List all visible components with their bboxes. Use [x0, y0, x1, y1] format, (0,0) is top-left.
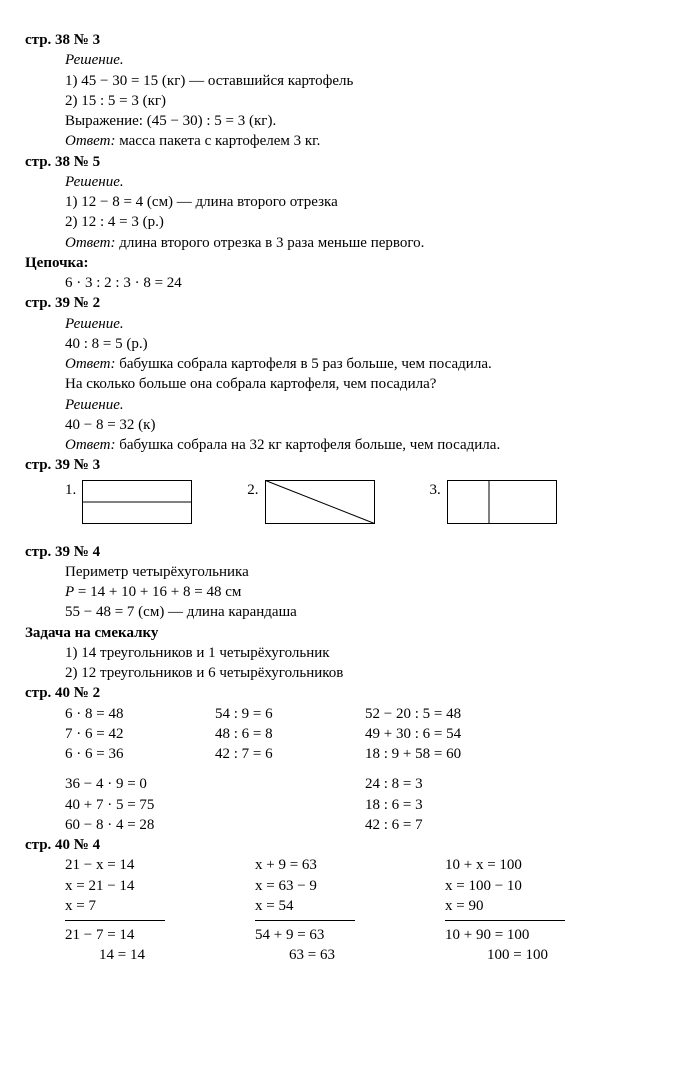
eq: 54 : 9 = 6 — [215, 704, 365, 724]
eq: 42 : 6 = 7 — [365, 815, 423, 835]
diagrams-row: 1. 2. 3. — [65, 480, 675, 524]
p38-5-answer: Ответ: длина второго отрезка в 3 раза ме… — [65, 233, 675, 253]
p40-4-eqs: 21 − x = 14 x = 21 − 14 x = 7 21 − 7 = 1… — [65, 855, 675, 965]
p38-3-line2: 2) 15 : 5 = 3 (кг) — [65, 91, 675, 111]
divider — [65, 920, 165, 921]
chain-line: 6 · 3 : 2 : 3 · 8 = 24 — [65, 273, 675, 293]
eq: 6 · 6 = 36 — [65, 744, 215, 764]
answer-label: Ответ: — [65, 235, 115, 251]
header-p40-4: стр. 40 № 4 — [25, 835, 675, 855]
eq: 100 = 100 — [445, 945, 595, 965]
p38-3-line1: 1) 45 − 30 = 15 (кг) — оставшийся картоф… — [65, 71, 675, 91]
header-p40-2: стр. 40 № 2 — [25, 683, 675, 703]
eq: 40 + 7 · 5 = 75 — [65, 795, 365, 815]
p40-2-block2: 36 − 4 · 9 = 0 40 + 7 · 5 = 75 60 − 8 · … — [65, 774, 675, 835]
p40-2-block1: 6 · 8 = 48 7 · 6 = 42 6 · 6 = 36 54 : 9 … — [65, 704, 675, 765]
eq: 21 − x = 14 — [65, 855, 255, 875]
answer-text: бабушка собрала картофеля в 5 раз больше… — [115, 356, 491, 372]
diagram-2: 2. — [247, 480, 374, 524]
rect-diagonal-icon — [265, 480, 375, 524]
header-p39-2: стр. 39 № 2 — [25, 293, 675, 313]
diagram-label-1: 1. — [65, 480, 76, 500]
smekalka-line1: 1) 14 треугольников и 1 четырёхугольник — [65, 643, 675, 663]
divider — [255, 920, 355, 921]
answer-text: длина второго отрезка в 3 раза меньше пе… — [115, 235, 424, 251]
eq: x = 100 − 10 — [445, 876, 595, 896]
p38-3-expr: Выражение: (45 − 30) : 5 = 3 (кг). — [65, 111, 675, 131]
eq: 52 − 20 : 5 = 48 — [365, 704, 525, 724]
solution-label: Решение. — [65, 172, 675, 192]
divider — [445, 920, 565, 921]
answer-label: Ответ: — [65, 437, 115, 453]
answer-text: масса пакета с картофелем 3 кг. — [115, 133, 320, 149]
p39-4-line3: 55 − 48 = 7 (см) — длина карандаша — [65, 602, 675, 622]
chain-label: Цепочка: — [25, 253, 675, 273]
diagram-3: 3. — [430, 480, 557, 524]
header-p39-4: стр. 39 № 4 — [25, 542, 675, 562]
eq: x = 63 − 9 — [255, 876, 445, 896]
eq: 36 − 4 · 9 = 0 — [65, 774, 365, 794]
eq: 18 : 6 = 3 — [365, 795, 423, 815]
eq: x = 54 — [255, 896, 445, 916]
rect-v-split-icon — [447, 480, 557, 524]
eq: 60 − 8 · 4 = 28 — [65, 815, 365, 835]
diagram-label-2: 2. — [247, 480, 258, 500]
solution-label: Решение. — [65, 314, 675, 334]
p39-2-question: На сколько больше она собрала картофеля,… — [65, 374, 675, 394]
eq: 10 + x = 100 — [445, 855, 595, 875]
diagram-1: 1. — [65, 480, 192, 524]
eq: 63 = 63 — [255, 945, 445, 965]
rect-h-split-icon — [82, 480, 192, 524]
eq: 21 − 7 = 14 — [65, 925, 255, 945]
p39-2-answer1: Ответ: бабушка собрала картофеля в 5 раз… — [65, 354, 675, 374]
eq: 49 + 30 : 6 = 54 — [365, 724, 525, 744]
eq: 48 : 6 = 8 — [215, 724, 365, 744]
p38-5-line2: 2) 12 : 4 = 3 (р.) — [65, 212, 675, 232]
p39-2-line2: 40 − 8 = 32 (к) — [65, 415, 675, 435]
eq: x = 7 — [65, 896, 255, 916]
diagram-label-3: 3. — [430, 480, 441, 500]
p39-4-line2: P = 14 + 10 + 16 + 8 = 48 см — [65, 582, 675, 602]
eq: 6 · 8 = 48 — [65, 704, 215, 724]
p39-2-answer2: Ответ: бабушка собрала на 32 кг картофел… — [65, 435, 675, 455]
eq: x + 9 = 63 — [255, 855, 445, 875]
header-p38-5: стр. 38 № 5 — [25, 152, 675, 172]
header-p38-3: стр. 38 № 3 — [25, 30, 675, 50]
solution-label: Решение. — [65, 395, 675, 415]
p39-4-line1: Периметр четырёхугольника — [65, 562, 675, 582]
eq: 7 · 6 = 42 — [65, 724, 215, 744]
solution-label: Решение. — [65, 50, 675, 70]
eq: 42 : 7 = 6 — [215, 744, 365, 764]
p39-2-line1: 40 : 8 = 5 (р.) — [65, 334, 675, 354]
smekalka-label: Задача на смекалку — [25, 623, 675, 643]
p38-3-answer: Ответ: масса пакета с картофелем 3 кг. — [65, 131, 675, 151]
eq: 14 = 14 — [65, 945, 255, 965]
eq: 24 : 8 = 3 — [365, 774, 423, 794]
eq: 10 + 90 = 100 — [445, 925, 595, 945]
answer-text: бабушка собрала на 32 кг картофеля больш… — [115, 437, 500, 453]
smekalka-line2: 2) 12 треугольников и 6 четырёхугольнико… — [65, 663, 675, 683]
p38-5-line1: 1) 12 − 8 = 4 (см) — длина второго отрез… — [65, 192, 675, 212]
eq: 54 + 9 = 63 — [255, 925, 445, 945]
eq: 18 : 9 + 58 = 60 — [365, 744, 525, 764]
eq: x = 21 − 14 — [65, 876, 255, 896]
answer-label: Ответ: — [65, 133, 115, 149]
answer-label: Ответ: — [65, 356, 115, 372]
eq: x = 90 — [445, 896, 595, 916]
header-p39-3: стр. 39 № 3 — [25, 455, 675, 475]
